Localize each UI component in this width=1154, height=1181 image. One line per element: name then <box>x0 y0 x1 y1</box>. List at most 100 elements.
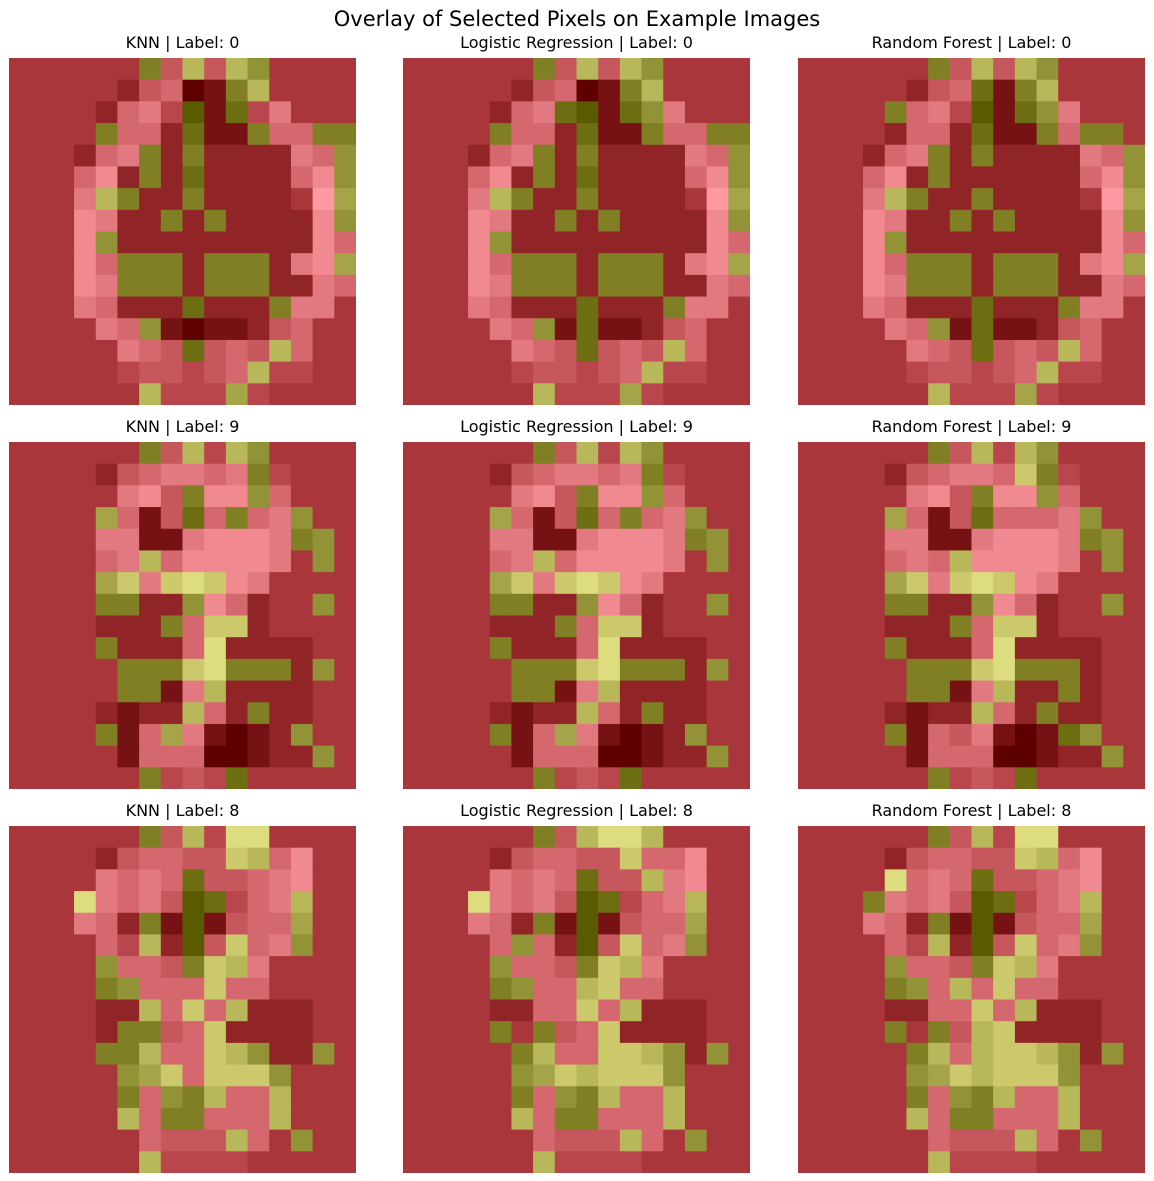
pixel-cell <box>728 275 750 297</box>
selected-pixel-cell <box>183 934 205 956</box>
pixel-cell <box>403 891 425 913</box>
selected-pixel-cell <box>1037 442 1059 464</box>
pixel-cell <box>555 1043 577 1065</box>
selected-pixel-cell <box>248 58 270 80</box>
pixel-cell <box>291 485 313 507</box>
pixel-cell <box>425 145 447 167</box>
pixel-cell <box>798 869 820 891</box>
pixel-cell <box>334 464 356 486</box>
pixel-cell <box>685 362 707 384</box>
pixel-cell <box>96 934 118 956</box>
pixel-cell <box>1058 572 1080 594</box>
pixel-cell <box>1123 1043 1145 1065</box>
pixel-cell <box>511 637 533 659</box>
pixel-cell <box>9 1130 31 1152</box>
pixel-cell <box>1080 826 1102 848</box>
pixel-cell <box>1058 485 1080 507</box>
selected-pixel-cell <box>511 1108 533 1130</box>
selected-pixel-cell <box>577 188 599 210</box>
selected-pixel-cell <box>1015 659 1037 681</box>
pixel-cell <box>74 123 96 145</box>
pixel-cell <box>906 934 928 956</box>
pixel-cell <box>52 594 74 616</box>
pixel-cell <box>204 80 226 102</box>
pixel-cell <box>598 913 620 935</box>
selected-pixel-cell <box>577 123 599 145</box>
pixel-cell <box>707 297 729 319</box>
selected-pixel-cell <box>248 464 270 486</box>
pixel-cell <box>269 702 291 724</box>
pixel-cell <box>863 362 885 384</box>
pixel-cell <box>446 464 468 486</box>
selected-pixel-cell <box>291 1130 313 1152</box>
pixel-cell <box>1015 681 1037 703</box>
pixel-cell <box>993 101 1015 123</box>
pixel-cell <box>183 681 205 703</box>
pixel-cell <box>820 297 842 319</box>
selected-pixel-cell <box>511 1086 533 1108</box>
selected-pixel-cell <box>183 485 205 507</box>
pixel-cell <box>52 978 74 1000</box>
pixel-cell <box>707 637 729 659</box>
pixel-cell <box>248 1086 270 1108</box>
pixel-cell <box>511 891 533 913</box>
pixel-cell <box>620 318 642 340</box>
panel-title: Random Forest | Label: 8 <box>798 801 1145 821</box>
pixel-cell <box>620 1086 642 1108</box>
pixel-cell <box>798 253 820 275</box>
pixel-cell <box>663 891 685 913</box>
selected-pixel-cell <box>117 188 139 210</box>
selected-pixel-cell <box>620 58 642 80</box>
pixel-cell <box>52 340 74 362</box>
pixel-cell <box>906 442 928 464</box>
pixel-cell <box>468 913 490 935</box>
pixel-cell <box>334 1108 356 1130</box>
pixel-cell <box>291 702 313 724</box>
pixel-cell <box>577 550 599 572</box>
pixel-cell <box>204 1151 226 1173</box>
pixel-cell <box>74 253 96 275</box>
pixel-cell <box>950 464 972 486</box>
pixel-cell <box>74 232 96 254</box>
selected-pixel-cell <box>928 1151 950 1173</box>
pixel-cell <box>313 1108 335 1130</box>
pixel-cell <box>798 826 820 848</box>
selected-pixel-cell <box>533 1151 555 1173</box>
pixel-cell <box>950 297 972 319</box>
selected-pixel-cell <box>291 891 313 913</box>
pixel-cell <box>820 485 842 507</box>
pixel-cell <box>1080 340 1102 362</box>
pixel-cell <box>820 1108 842 1130</box>
pixel-cell <box>291 123 313 145</box>
pixel-cell <box>511 318 533 340</box>
pixel-cell <box>248 681 270 703</box>
pixel-cell <box>1123 1021 1145 1043</box>
pixel-cell <box>1058 529 1080 551</box>
pixel-cell <box>1037 572 1059 594</box>
pixel-cell <box>1123 1000 1145 1022</box>
selected-pixel-cell <box>248 702 270 724</box>
selected-pixel-cell <box>1015 934 1037 956</box>
pixel-cell <box>313 869 335 891</box>
pixel-cell <box>425 253 447 275</box>
pixel-cell <box>403 913 425 935</box>
pixel-cell <box>468 572 490 594</box>
pixel-cell <box>446 724 468 746</box>
pixel-cell <box>798 1065 820 1087</box>
pixel-cell <box>9 210 31 232</box>
pixel-cell <box>9 550 31 572</box>
pixel-cell <box>1015 702 1037 724</box>
pixel-cell <box>468 637 490 659</box>
pixel-cell <box>269 1000 291 1022</box>
selected-pixel-cell <box>598 637 620 659</box>
selected-pixel-cell <box>950 616 972 638</box>
pixel-cell <box>1037 1086 1059 1108</box>
pixel-cell <box>820 659 842 681</box>
pixel-cell <box>685 1065 707 1087</box>
pixel-cell <box>863 1151 885 1173</box>
pixel-cell <box>425 826 447 848</box>
pixel-cell <box>1058 253 1080 275</box>
pixel-cell <box>248 616 270 638</box>
pixel-cell <box>841 681 863 703</box>
pixel-cell <box>906 956 928 978</box>
